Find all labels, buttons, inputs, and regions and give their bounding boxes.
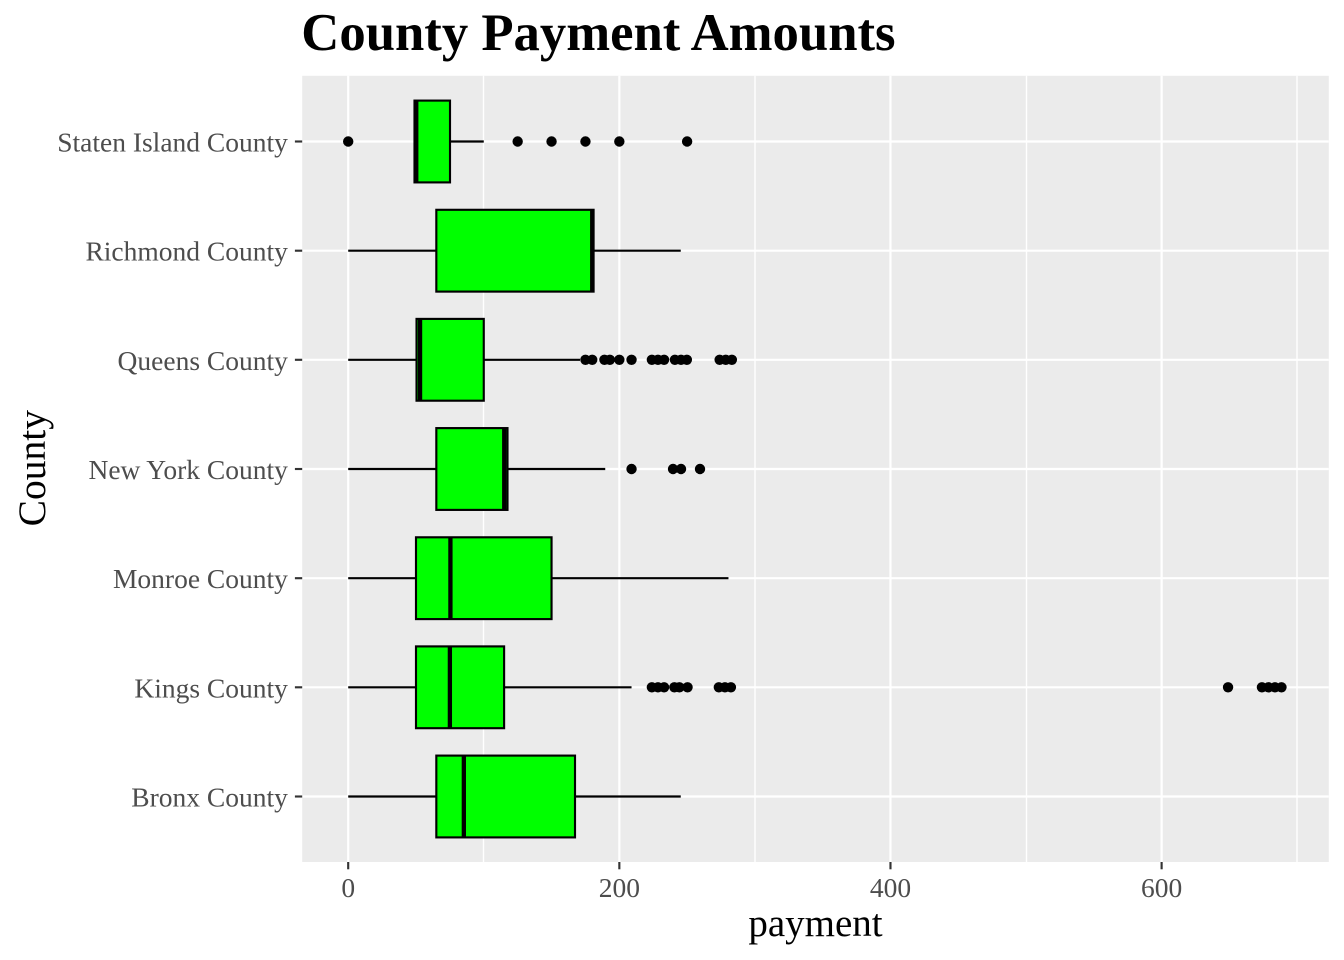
svg-text:Queens County: Queens County [118,345,289,376]
svg-text:Monroe County: Monroe County [113,563,288,594]
svg-text:New York County: New York County [88,454,288,485]
svg-text:Staten Island County: Staten Island County [57,127,288,158]
svg-text:0: 0 [341,872,355,903]
svg-text:County: County [10,410,54,527]
svg-text:County Payment Amounts: County Payment Amounts [301,4,895,62]
svg-text:Richmond County: Richmond County [85,236,288,267]
svg-text:Bronx County: Bronx County [131,782,288,813]
svg-text:Kings County: Kings County [134,672,288,703]
svg-text:600: 600 [1141,872,1182,903]
svg-text:400: 400 [870,872,911,903]
svg-text:200: 200 [599,872,640,903]
svg-text:payment: payment [748,902,882,945]
